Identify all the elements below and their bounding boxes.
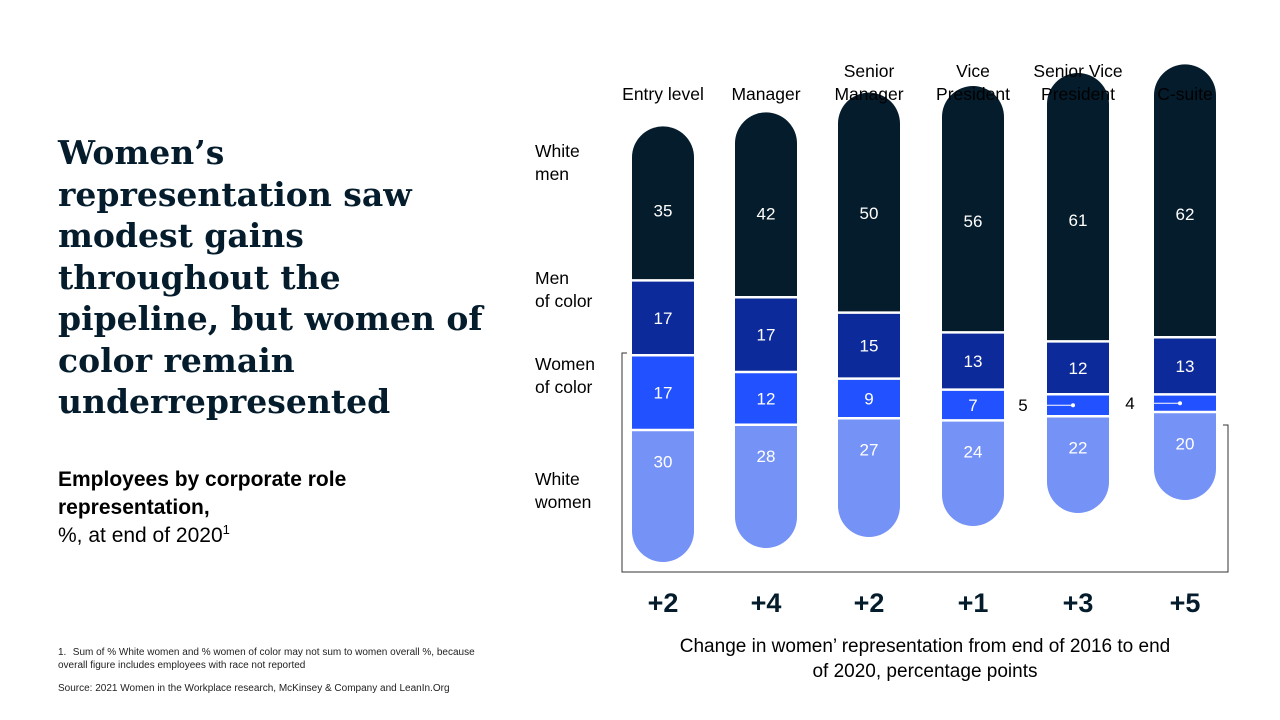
category-label-5-0: C-suite [1157, 84, 1212, 104]
bar-segment-women-of-color-3 [942, 390, 1004, 420]
value-label-white-women-5: 20 [1176, 434, 1195, 453]
bar-segment-white-women-5 [1154, 413, 1216, 500]
bar-segment-men-of-color-1 [735, 298, 797, 371]
bar-segment-white-men-0 [632, 126, 694, 280]
legend-label-white-women-1: women [534, 492, 591, 512]
value-label-women-of-color-2: 9 [864, 389, 873, 408]
subtitle-normal: %, at end of 2020 [58, 524, 223, 547]
change-value-4: +3 [1063, 588, 1094, 618]
bar-segment-white-women-0 [632, 431, 694, 562]
value-label-women-of-color-0: 17 [654, 384, 673, 403]
category-label-3-1: President [936, 84, 1010, 104]
change-value-3: +1 [958, 588, 989, 618]
chart-subtitle: Employees by corporate role representati… [58, 466, 458, 550]
bar-segment-white-men-3 [942, 86, 1004, 332]
bar-segment-white-men-2 [838, 92, 900, 312]
legend-label-women-of-color-0: Women [535, 354, 595, 374]
value-label-women-of-color-4: 5 [1018, 396, 1027, 415]
category-label-4-0: Senior Vice [1033, 61, 1122, 81]
bar-segment-men-of-color-3 [942, 333, 1004, 389]
bar-segment-white-men-5 [1154, 64, 1216, 336]
value-label-white-men-2: 50 [860, 204, 879, 223]
bar-segment-men-of-color-4 [1047, 342, 1109, 393]
value-label-white-men-3: 56 [964, 212, 983, 231]
value-label-men-of-color-2: 15 [860, 337, 879, 356]
value-label-women-of-color-5: 4 [1125, 394, 1134, 413]
legend-label-white-men-1: men [535, 164, 569, 184]
legend-label-white-men-0: White [535, 141, 580, 161]
bar-segment-white-men-4 [1047, 73, 1109, 341]
footnote-marker: 1 [222, 522, 230, 537]
value-label-white-women-3: 24 [964, 443, 983, 462]
change-caption-1: of 2020, percentage points [812, 661, 1037, 682]
legend-label-white-women-0: White [535, 469, 580, 489]
bar-segment-white-women-3 [942, 421, 1004, 526]
value-label-men-of-color-4: 12 [1069, 359, 1088, 378]
bar-segment-women-of-color-5 [1154, 395, 1216, 411]
value-label-men-of-color-5: 13 [1176, 357, 1195, 376]
leader-dot-5 [1178, 401, 1182, 406]
source-note: Source: 2021 Women in the Workplace rese… [58, 683, 450, 694]
page-title: Women’s representation saw modest gains … [58, 133, 483, 421]
bar-segment-women-of-color-4 [1047, 395, 1109, 415]
value-label-white-women-0: 30 [654, 452, 673, 471]
bar-segment-white-women-1 [735, 426, 797, 548]
category-label-0-0: Entry level [622, 84, 704, 104]
legend-label-men-of-color-0: Men [535, 268, 569, 288]
change-value-5: +5 [1170, 588, 1201, 618]
bar-segment-white-men-1 [735, 112, 797, 296]
bar-segment-men-of-color-2 [838, 313, 900, 378]
bar-segment-white-women-2 [838, 419, 900, 537]
value-label-white-men-4: 61 [1069, 211, 1088, 230]
value-label-men-of-color-3: 13 [964, 352, 983, 371]
category-label-2-0: Senior [844, 61, 895, 81]
value-label-white-men-0: 35 [654, 201, 673, 220]
change-value-2: +2 [854, 588, 885, 618]
value-label-white-women-2: 27 [860, 440, 879, 459]
value-label-white-women-1: 28 [757, 447, 776, 466]
bar-segment-men-of-color-5 [1154, 338, 1216, 394]
footnote-text: Sum of % White women and % women of colo… [58, 647, 475, 671]
value-label-men-of-color-1: 17 [757, 326, 776, 345]
value-label-white-women-4: 22 [1069, 438, 1088, 457]
bar-segment-women-of-color-2 [838, 379, 900, 417]
category-label-2-1: Manager [834, 84, 903, 104]
bar-segment-men-of-color-0 [632, 281, 694, 354]
category-label-3-0: Vice [956, 61, 990, 81]
footnote-number: 1. [58, 647, 67, 658]
women-bracket [621, 352, 1229, 573]
leader-dot-4 [1071, 403, 1075, 408]
value-label-men-of-color-0: 17 [654, 309, 673, 328]
footnote: 1. Sum of % White women and % women of c… [58, 647, 478, 672]
category-label-1-0: Manager [731, 84, 800, 104]
subtitle-bold: Employees by corporate role representati… [58, 468, 347, 519]
category-label-4-1: President [1041, 84, 1115, 104]
value-label-white-men-1: 42 [757, 204, 776, 223]
value-label-white-men-5: 62 [1176, 205, 1195, 224]
legend-label-men-of-color-1: of color [535, 291, 593, 311]
change-value-1: +4 [751, 588, 782, 618]
change-caption-0: Change in women’ representation from end… [680, 636, 1170, 657]
bar-segment-women-of-color-1 [735, 373, 797, 424]
bar-segment-women-of-color-0 [632, 356, 694, 429]
legend-label-women-of-color-1: of color [535, 377, 593, 397]
bar-segment-white-women-4 [1047, 417, 1109, 513]
value-label-women-of-color-3: 7 [968, 396, 977, 415]
change-value-0: +2 [648, 588, 679, 618]
value-label-women-of-color-1: 12 [757, 389, 776, 408]
